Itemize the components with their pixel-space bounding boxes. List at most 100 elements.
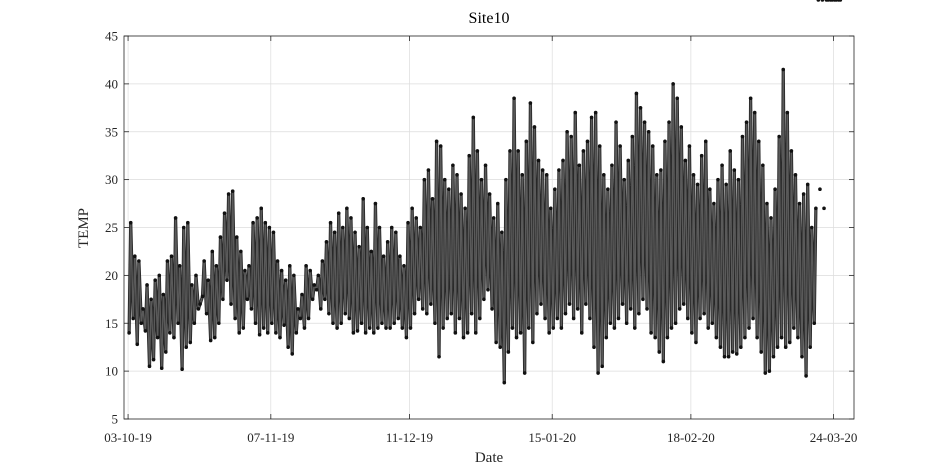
data-point — [610, 163, 614, 168]
data-point — [286, 345, 290, 349]
data-point — [622, 177, 626, 182]
data-point — [229, 302, 233, 306]
data-point — [339, 321, 343, 326]
data-point — [667, 120, 671, 124]
data-point — [792, 326, 796, 330]
data-point — [482, 297, 486, 302]
data-point — [164, 350, 168, 354]
data-point — [600, 364, 604, 369]
data-point — [528, 101, 533, 105]
data-point — [814, 206, 818, 211]
data-point — [294, 331, 299, 335]
data-point — [551, 326, 556, 330]
data-point — [588, 316, 592, 321]
data-point — [155, 335, 160, 340]
data-point — [800, 354, 804, 359]
data-point — [559, 326, 564, 330]
data-point — [323, 297, 327, 302]
data-point — [418, 225, 423, 230]
data-point — [181, 225, 186, 230]
data-point — [355, 329, 360, 333]
data-point — [563, 311, 568, 316]
data-point — [608, 321, 613, 326]
data-point — [357, 244, 361, 249]
data-point — [447, 187, 451, 191]
data-point — [775, 345, 780, 349]
data-point — [271, 230, 276, 235]
data-point — [389, 225, 394, 230]
data-point — [239, 249, 243, 254]
data-point — [628, 307, 633, 311]
data-point — [567, 302, 572, 306]
data-point — [512, 96, 516, 101]
data-point — [495, 201, 500, 206]
data-point — [544, 173, 549, 177]
data-point — [438, 144, 443, 148]
data-point — [467, 153, 472, 158]
data-point — [812, 321, 817, 326]
data-point — [165, 259, 170, 263]
data-point — [359, 321, 364, 326]
data-point — [451, 163, 455, 168]
data-point — [771, 354, 776, 359]
data-point — [752, 110, 757, 115]
data-point — [349, 216, 353, 220]
data-point — [698, 316, 702, 321]
y-tick-label: 45 — [105, 29, 118, 44]
data-point — [308, 268, 312, 273]
data-point — [818, 187, 822, 191]
data-point — [316, 273, 321, 278]
data-point — [486, 287, 490, 292]
y-tick-label: 30 — [105, 172, 118, 187]
data-point — [287, 264, 292, 268]
data-point — [361, 196, 365, 201]
data-point — [663, 139, 667, 144]
data-point — [571, 316, 576, 321]
data-point — [691, 173, 696, 177]
data-point — [669, 326, 674, 330]
data-point — [204, 311, 209, 316]
data-point — [310, 297, 315, 302]
data-point — [412, 311, 417, 316]
data-point — [245, 297, 250, 302]
data-point — [657, 350, 662, 354]
data-point — [539, 302, 543, 306]
data-point — [241, 326, 246, 330]
data-point — [180, 367, 184, 372]
data-point — [612, 326, 617, 330]
data-point — [177, 264, 182, 268]
data-point — [761, 163, 765, 168]
data-point — [500, 230, 504, 235]
data-point — [226, 192, 231, 196]
data-point — [225, 278, 229, 282]
x-axis-ticks: 03-10-19 07-11-19 11-12-19 15-01-20 18-02-20… — [104, 36, 857, 445]
data-point — [318, 307, 323, 311]
data-point — [548, 206, 553, 211]
data-point — [331, 321, 335, 326]
data-point — [259, 206, 264, 211]
data-point — [743, 335, 747, 340]
data-point — [679, 125, 684, 129]
data-point — [804, 374, 808, 378]
data-point — [624, 321, 629, 326]
data-point — [498, 345, 503, 349]
data-point — [469, 311, 474, 316]
data-point — [221, 297, 225, 302]
data-point — [314, 287, 319, 292]
data-point — [365, 225, 370, 230]
data-point — [483, 163, 488, 168]
data-point — [341, 225, 345, 230]
data-point — [270, 321, 274, 326]
data-point — [769, 216, 773, 220]
data-point — [198, 302, 202, 306]
data-point — [141, 307, 145, 311]
data-point — [384, 326, 388, 330]
data-point — [575, 307, 580, 311]
data-point — [459, 192, 463, 196]
data-point — [336, 211, 341, 215]
data-point — [151, 357, 156, 362]
data-point — [630, 134, 635, 139]
data-point — [404, 335, 409, 340]
data-point — [188, 340, 193, 345]
data-point — [283, 278, 288, 282]
